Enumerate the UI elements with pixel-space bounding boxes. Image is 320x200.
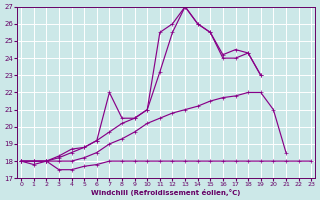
X-axis label: Windchill (Refroidissement éolien,°C): Windchill (Refroidissement éolien,°C) xyxy=(92,189,241,196)
